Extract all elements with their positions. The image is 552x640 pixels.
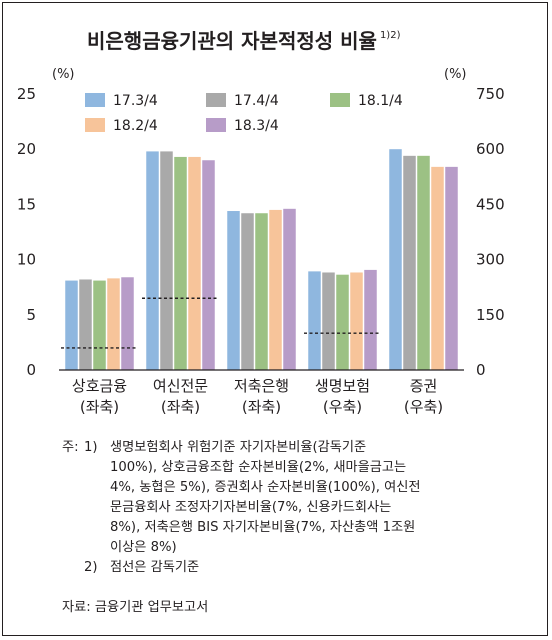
legend-swatch — [330, 93, 350, 107]
chart-area: 비은행금융기관의 자본적정성 비율 1)2) (%) (%) 0 5 10 15 20 2… — [17, 29, 505, 416]
bar-1-5 — [121, 277, 134, 370]
legend-label: 18.3/4 — [234, 118, 279, 134]
bar-2-5 — [202, 160, 215, 370]
bar-5-4 — [431, 166, 444, 370]
bar-5-1 — [389, 149, 402, 370]
footnote-1-text-1: 생명보험회사 위험기준 자기자본비율(감독기준 — [110, 440, 367, 455]
legend-swatch — [85, 118, 105, 132]
bar-3-5 — [283, 208, 296, 370]
category-label: 증권 — [410, 377, 438, 395]
footnotes: 주: 1) 생명보험회사 위험기준 자기자본비율(감독기준 100%), 상호금융조… — [62, 438, 532, 578]
right-tick-label: 600 — [476, 140, 505, 158]
legend: 17.3/4 17.4/4 18.1/4 18.2/4 18.3/4 — [85, 93, 403, 134]
legend-label: 18.2/4 — [113, 118, 158, 134]
bar-1-3 — [93, 280, 106, 370]
bar-5-5 — [445, 166, 458, 370]
left-axis-unit: (%) — [52, 67, 75, 82]
footnote-2-number: 2) — [84, 560, 98, 575]
chart-title: 비은행금융기관의 자본적정성 비율 — [87, 29, 377, 53]
right-tick-label: 450 — [476, 195, 505, 213]
right-axis-unit: (%) — [444, 67, 467, 82]
bar-2-2 — [160, 151, 173, 370]
left-tick-label: 5 — [26, 306, 36, 324]
bar-marks — [65, 149, 458, 370]
bar-1-2 — [79, 279, 92, 370]
category-label: 여신전문 — [153, 377, 208, 395]
chart-title-footnote: 1)2) — [380, 30, 401, 41]
category-axis-label: (우축) — [404, 398, 443, 416]
right-axis-ticks: 0 150 300 450 600 750 — [476, 85, 505, 379]
category-label: 생명보험 — [315, 377, 370, 395]
source-note: 자료: 금융기관 업무보고서 — [62, 600, 209, 615]
footnote-2-text: 점선은 감독기준 — [110, 560, 200, 575]
category-label: 저축은행 — [234, 377, 289, 395]
bar-4-1 — [308, 271, 321, 370]
bar-4-3 — [336, 274, 349, 370]
supervisory-standard-lines — [61, 297, 380, 349]
bar-3-4 — [269, 209, 282, 370]
figure-frame — [2, 2, 548, 636]
legend-label: 17.4/4 — [234, 93, 279, 109]
chart-title-group: 비은행금융기관의 자본적정성 비율 1)2) — [87, 29, 401, 53]
left-tick-label: 15 — [17, 195, 36, 213]
legend-label: 18.1/4 — [358, 93, 403, 109]
right-tick-label: 750 — [476, 85, 505, 103]
bar-3-2 — [241, 213, 254, 370]
bar-3-1 — [227, 211, 240, 370]
category-axis-label: (좌축) — [80, 398, 119, 416]
bar-2-3 — [174, 156, 187, 370]
footnote-1-number: 1) — [84, 440, 98, 455]
right-tick-label: 150 — [476, 306, 505, 324]
category-axis-label: (좌축) — [242, 398, 281, 416]
category-axis-label: (우축) — [323, 398, 362, 416]
legend-swatch — [206, 118, 226, 132]
bar-5-2 — [403, 155, 416, 370]
legend-label: 17.3/4 — [113, 93, 158, 109]
bar-2-4 — [188, 156, 201, 370]
left-axis-ticks: 0 5 10 15 20 25 — [17, 85, 36, 379]
footnote-1-line-2: 100%), 상호금융조합 순자본비율(2%, 새마을금고는 — [110, 460, 407, 475]
category-labels: 상호금융 (좌축) 여신전문 (좌축) 저축은행 (좌축) 생명보험 (우축) 증권 (우축) — [72, 377, 443, 416]
bar-4-4 — [350, 272, 363, 370]
right-tick-label: 300 — [476, 251, 505, 269]
legend-swatch — [85, 93, 105, 107]
footnote-1-line-1: 주: 1) 생명보험회사 위험기준 자기자본비율(감독기준 — [62, 438, 532, 458]
footnote-label: 주: — [62, 440, 79, 455]
bar-1-4 — [107, 278, 120, 370]
footnote-1-line-4: 문금융회사 조정자기자본비율(7%, 신용카드회사는 — [110, 500, 392, 515]
footnote-1-line-5: 8%), 저축은행 BIS 자기자본비율(7%, 자산총액 1조원 — [110, 520, 416, 535]
footnote-2-line: 2) 점선은 감독기준 — [62, 558, 532, 578]
bar-3-3 — [255, 213, 268, 370]
left-tick-label: 10 — [17, 251, 36, 269]
right-tick-label: 0 — [476, 361, 486, 379]
bar-1-1 — [65, 280, 78, 370]
left-tick-label: 25 — [17, 85, 36, 103]
footnote-1-line-6: 이상은 8%) — [110, 540, 177, 555]
left-tick-label: 20 — [17, 140, 36, 158]
category-axis-label: (좌축) — [161, 398, 200, 416]
legend-swatch — [206, 93, 226, 107]
footnote-1-line-3: 4%, 농협은 5%), 증권회사 순자본비율(100%), 여신전 — [110, 480, 421, 495]
left-tick-label: 0 — [26, 361, 36, 379]
bar-4-2 — [322, 272, 335, 370]
category-label: 상호금융 — [72, 377, 127, 395]
bar-5-3 — [417, 155, 430, 370]
bar-4-5 — [364, 269, 377, 370]
bar-2-1 — [146, 151, 159, 370]
